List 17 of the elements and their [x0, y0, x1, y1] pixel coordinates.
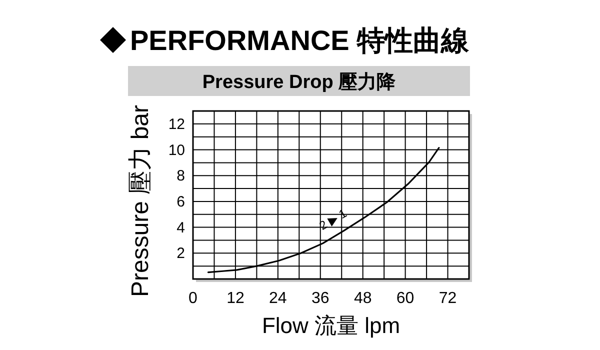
y-tick-label: 12	[168, 116, 185, 133]
y-axis-title: Pressure 壓力 bar	[127, 104, 154, 298]
chart-subtitle: Pressure Drop 壓力降	[202, 71, 397, 93]
y-tick-label: 10	[168, 142, 185, 159]
y-tick-label: 2	[176, 245, 185, 262]
x-tick-label: 0	[188, 290, 198, 307]
x-axis-title: Flow 流量 lpm	[262, 313, 400, 338]
x-tick-label: 48	[354, 290, 372, 307]
x-tick-label: 12	[226, 290, 244, 307]
x-tick-label: 36	[311, 290, 330, 307]
x-tick-label: 24	[269, 290, 287, 307]
y-tick-label: 4	[176, 219, 185, 236]
chart-title: PERFORMANCE 特性曲線	[130, 25, 470, 56]
y-tick-label: 6	[176, 193, 185, 210]
x-tick-label: 72	[438, 290, 457, 307]
x-tick-label: 60	[396, 290, 414, 307]
y-tick-label: 8	[176, 168, 185, 185]
